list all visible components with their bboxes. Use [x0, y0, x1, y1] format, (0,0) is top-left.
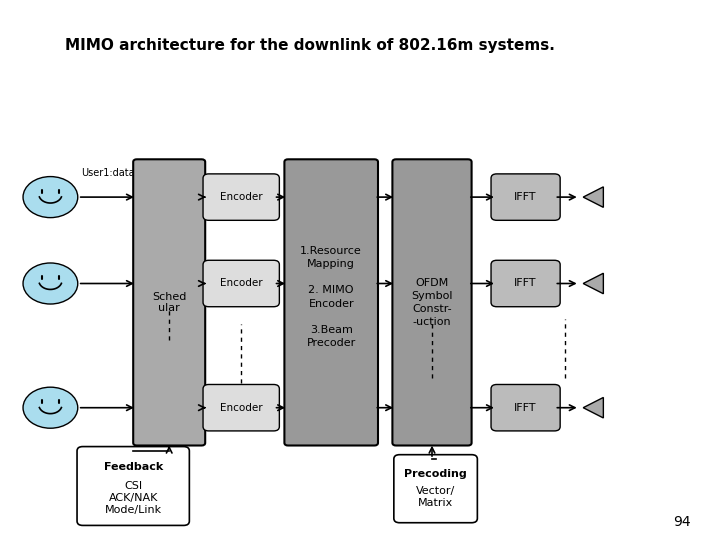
- Text: Encoder: Encoder: [220, 279, 263, 288]
- Text: User1:data: User1:data: [81, 168, 134, 178]
- FancyBboxPatch shape: [133, 159, 205, 446]
- FancyBboxPatch shape: [394, 455, 477, 523]
- Circle shape: [23, 263, 78, 304]
- FancyBboxPatch shape: [392, 159, 472, 446]
- FancyBboxPatch shape: [284, 159, 378, 446]
- Text: Vector/
Matrix: Vector/ Matrix: [416, 486, 455, 508]
- Text: IFFT: IFFT: [514, 403, 537, 413]
- FancyBboxPatch shape: [203, 174, 279, 220]
- Text: OFDM
Symbol
Constr-
-uction: OFDM Symbol Constr- -uction: [411, 278, 453, 327]
- Text: IFFT: IFFT: [514, 279, 537, 288]
- FancyBboxPatch shape: [491, 384, 560, 431]
- Text: CSI
ACK/NAK
Mode/Link: CSI ACK/NAK Mode/Link: [104, 481, 162, 515]
- FancyBboxPatch shape: [491, 260, 560, 307]
- Polygon shape: [583, 273, 603, 294]
- Text: Encoder: Encoder: [220, 192, 263, 202]
- Text: MIMO architecture for the downlink of 802.16m systems.: MIMO architecture for the downlink of 80…: [65, 38, 554, 53]
- FancyBboxPatch shape: [491, 174, 560, 220]
- Circle shape: [23, 387, 78, 428]
- Text: 94: 94: [674, 515, 691, 529]
- Text: Encoder: Encoder: [220, 403, 263, 413]
- FancyBboxPatch shape: [77, 447, 189, 525]
- Text: IFFT: IFFT: [514, 192, 537, 202]
- Text: 1.Resource
Mapping

2. MIMO
Encoder

3.Beam
Precoder: 1.Resource Mapping 2. MIMO Encoder 3.Bea…: [300, 246, 362, 348]
- Polygon shape: [583, 187, 603, 207]
- Circle shape: [23, 177, 78, 218]
- FancyBboxPatch shape: [203, 384, 279, 431]
- Polygon shape: [583, 397, 603, 418]
- Text: Precoding: Precoding: [404, 469, 467, 479]
- Text: Feedback: Feedback: [104, 462, 163, 472]
- FancyBboxPatch shape: [203, 260, 279, 307]
- Text: Sched
ular: Sched ular: [152, 292, 186, 313]
